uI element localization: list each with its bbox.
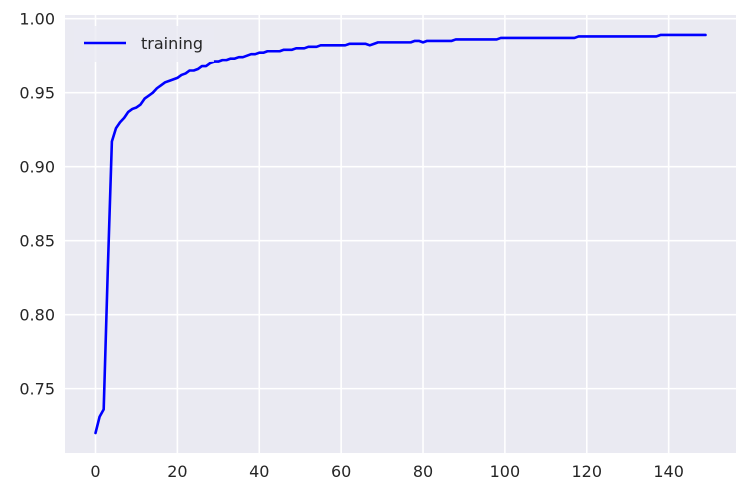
x-tick-label: 120 — [572, 462, 603, 481]
y-tick-label: 1.00 — [19, 10, 55, 29]
series-lines — [94, 33, 707, 435]
series-line-training — [94, 33, 707, 435]
y-tick-label: 0.95 — [19, 84, 55, 103]
x-tick-label: 100 — [490, 462, 521, 481]
legend: training — [74, 26, 214, 62]
y-tick-label: 0.80 — [19, 306, 55, 325]
y-tick-label: 0.75 — [19, 380, 55, 399]
legend-label-training: training — [141, 34, 203, 53]
x-tick-label: 60 — [331, 462, 351, 481]
y-tick-label: 0.85 — [19, 232, 55, 251]
y-tick-label: 0.90 — [19, 158, 55, 177]
x-tick-label: 20 — [167, 462, 187, 481]
grid-lines — [65, 15, 736, 453]
x-tick-label: 140 — [653, 462, 684, 481]
x-tick-label: 80 — [413, 462, 433, 481]
x-tick-label: 40 — [249, 462, 269, 481]
plot-background — [65, 15, 736, 453]
x-tick-label: 0 — [90, 462, 100, 481]
axis-tick-labels: 0 20 40 60 80 100 120 140 0.75 0.80 0.85 0.90 0.95 1.… — [19, 10, 684, 481]
